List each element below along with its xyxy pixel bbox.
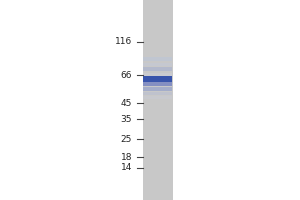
Bar (143, 67, 172, 71)
Bar (143, 96, 172, 99)
Bar (143, 82, 172, 86)
Text: 116: 116 (115, 38, 132, 46)
Bar (143, 76, 172, 82)
Text: 35: 35 (121, 114, 132, 123)
Text: 14: 14 (121, 164, 132, 172)
Bar (143, 92, 172, 95)
Text: 66: 66 (121, 71, 132, 79)
Bar (143, 57, 172, 61)
Bar (143, 73, 172, 76)
Bar (142, 0, 172, 200)
Text: 25: 25 (121, 134, 132, 144)
Text: 18: 18 (121, 152, 132, 162)
Bar (143, 87, 172, 91)
Text: 45: 45 (121, 98, 132, 108)
Bar (143, 63, 172, 66)
